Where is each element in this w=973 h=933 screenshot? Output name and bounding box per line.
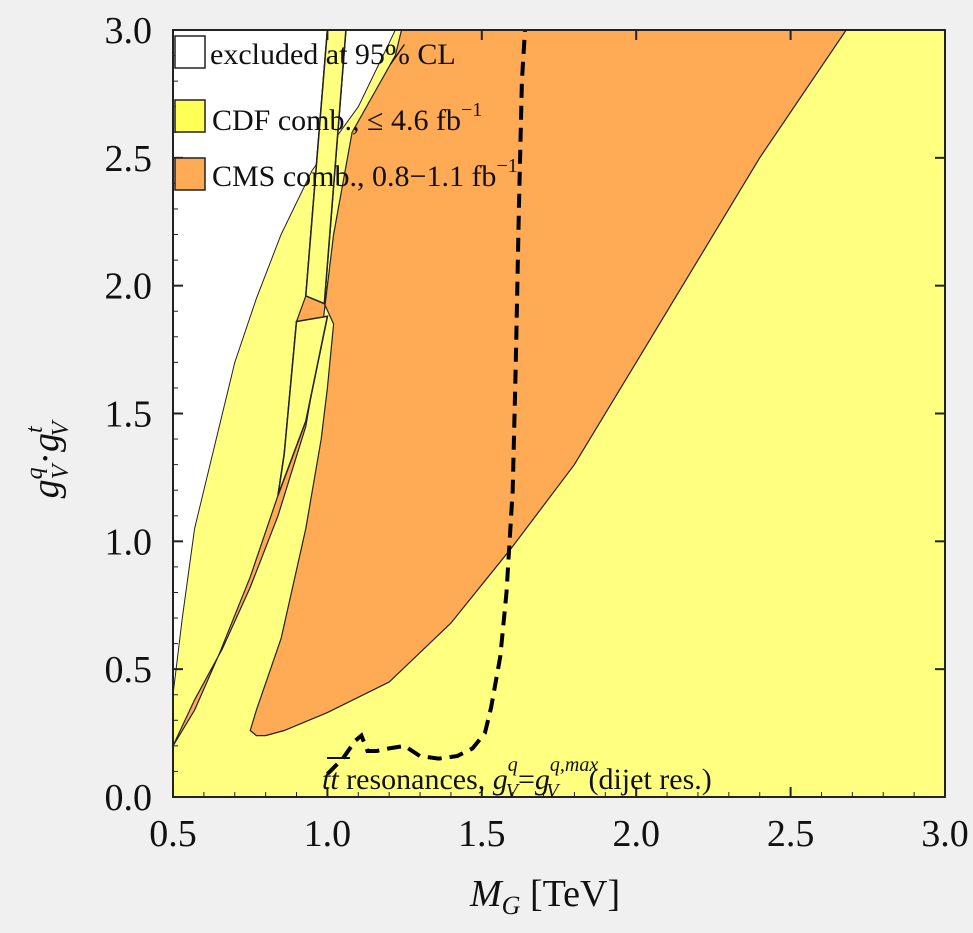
- x-tick-label: 3.0: [921, 813, 969, 855]
- legend-swatch-excluded: [174, 35, 206, 69]
- y-tick-label: 0.5: [105, 649, 153, 691]
- legend-swatch-cdf: [174, 99, 206, 133]
- plot-areas: [172, 29, 946, 798]
- tt-resonance-dashed-line: [325, 29, 527, 776]
- y-tick-label: 0.0: [105, 777, 153, 819]
- axis-ticks: 0.5 1.0 1.5 2.0 2.5 3.00.00.51.01.52.02.53.0: [105, 10, 969, 855]
- legend: excluded at 95% CL CDF comb., ≤ 4.6 fb−1…: [174, 35, 518, 193]
- legend-swatch-cms: [174, 157, 206, 191]
- y-tick-label: 2.5: [105, 138, 153, 180]
- y-tick-label: 1.0: [105, 521, 153, 563]
- y-tick-label: 1.5: [105, 394, 153, 436]
- legend-label-cdf: CDF comb., ≤ 4.6 fb−1: [212, 99, 482, 137]
- x-tick-label: 1.0: [304, 813, 352, 855]
- x-tick-label: 1.5: [458, 813, 506, 855]
- x-tick-label: 2.5: [767, 813, 815, 855]
- x-tick-label: 2.0: [612, 813, 660, 855]
- y-axis-title: gqV·gtV: [22, 419, 74, 498]
- legend-label-cms: CMS comb., 0.8−1.1 fb−1: [212, 155, 518, 193]
- y-tick-label: 3.0: [105, 10, 153, 52]
- x-tick-label: 0.5: [149, 813, 197, 855]
- y-tick-label: 2.0: [105, 266, 153, 308]
- cdf-strip-top-1: [277, 315, 329, 496]
- legend-label-excluded: excluded at 95% CL: [210, 38, 456, 71]
- x-axis-title: MG [TeV]: [469, 873, 620, 920]
- annotation-text: tt resonances, gq V=gq,max V (dijet res.): [322, 754, 712, 802]
- annotation-tt-resonances: tt resonances, gq V=gq,max V (dijet res.): [322, 754, 712, 802]
- cms-region: [172, 29, 848, 747]
